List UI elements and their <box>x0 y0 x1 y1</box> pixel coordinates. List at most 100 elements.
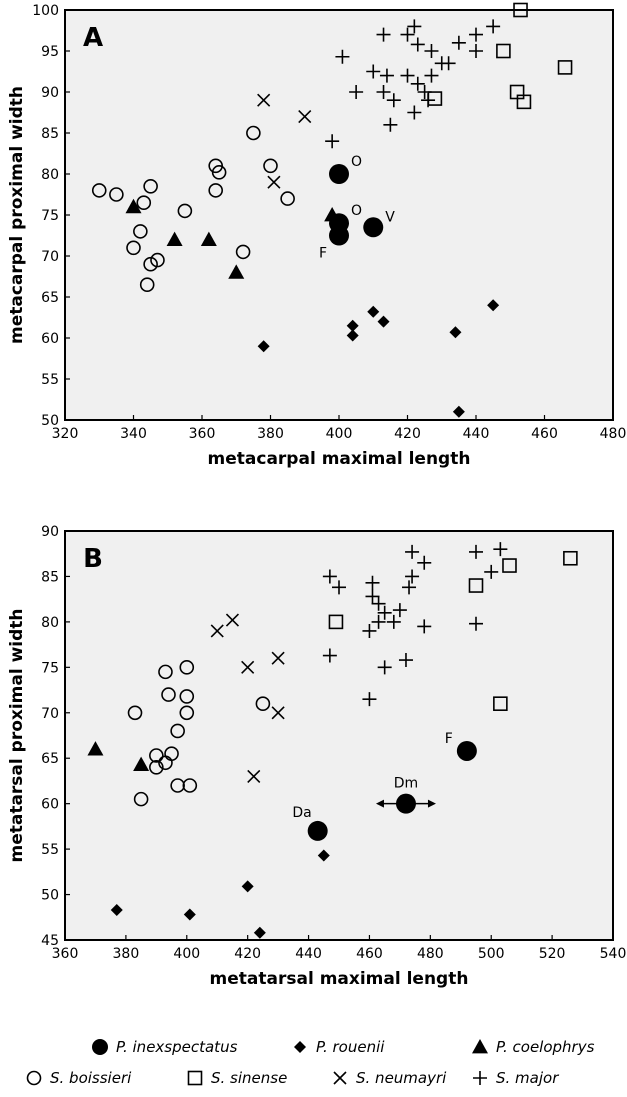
data-point <box>383 117 398 132</box>
data-point <box>263 158 278 174</box>
data-point <box>329 164 349 184</box>
x-axis-label: metatarsal maximal length <box>210 969 469 989</box>
data-point <box>400 68 415 83</box>
legend-item: S. boissieri <box>26 1069 132 1087</box>
series-s-neumayri <box>257 93 312 189</box>
data-point <box>271 651 285 665</box>
y-tick-label: 95 <box>41 44 59 60</box>
data-point <box>417 555 432 570</box>
data-point <box>362 623 377 638</box>
data-point <box>449 326 462 339</box>
x-axis-label: metacarpal maximal length <box>208 449 471 469</box>
legend-marker <box>26 1070 42 1086</box>
data-point <box>563 550 578 566</box>
legend-marker <box>333 1071 347 1085</box>
data-point <box>400 27 415 42</box>
data-point <box>365 589 380 604</box>
y-tick-label: 75 <box>41 660 59 676</box>
data-point <box>346 319 359 332</box>
data-point <box>486 19 501 34</box>
y-tick-label: 55 <box>41 842 59 858</box>
y-tick-label: 85 <box>41 569 59 585</box>
data-point <box>349 85 364 99</box>
data-point <box>493 542 508 557</box>
x-tick-label: 320 <box>52 426 79 442</box>
series-p-rouenii <box>110 849 330 939</box>
y-tick-label: 50 <box>41 413 59 429</box>
x-tick-label: 480 <box>417 946 444 962</box>
data-point <box>170 723 185 739</box>
series-p-coelophrys <box>125 198 341 279</box>
data-point <box>257 340 270 353</box>
series-s-boissieri <box>127 660 271 807</box>
data-point <box>182 778 198 793</box>
data-point <box>371 614 386 629</box>
range-arrow-left-head <box>375 799 384 808</box>
y-tick-label: 70 <box>41 249 59 265</box>
y-axis-label: metatarsal proximal width <box>7 608 27 862</box>
y-tick-label: 65 <box>41 290 59 306</box>
data-point <box>110 904 123 917</box>
data-point <box>170 778 185 793</box>
range-arrow-right-head <box>427 799 436 808</box>
point-annotation: F <box>319 246 327 262</box>
data-point <box>241 880 254 893</box>
y-tick-label: 80 <box>41 167 59 183</box>
y-tick-label: 60 <box>41 797 59 813</box>
data-point <box>328 614 344 630</box>
panel-label: B <box>83 544 103 574</box>
data-point <box>407 19 422 34</box>
legend-marker <box>187 1070 203 1086</box>
point-annotation: Dm <box>394 776 418 792</box>
series-s-major <box>325 19 501 149</box>
data-point <box>109 187 124 202</box>
data-point <box>365 575 380 590</box>
data-point <box>493 696 508 711</box>
legend-marker <box>472 1039 488 1054</box>
data-point <box>469 616 483 631</box>
point-annotation: V <box>385 209 395 225</box>
data-point <box>177 203 193 219</box>
data-point <box>267 175 281 189</box>
x-tick-label: 540 <box>600 946 627 962</box>
series-p-inexspectatus <box>329 164 384 246</box>
data-point <box>298 110 312 124</box>
data-point <box>456 740 477 761</box>
data-point <box>379 68 394 83</box>
data-point <box>346 329 359 342</box>
point-annotation: O <box>351 154 362 170</box>
data-point <box>398 653 413 668</box>
data-point <box>127 705 143 721</box>
data-point <box>183 908 196 921</box>
data-point <box>125 198 142 214</box>
data-point <box>235 244 251 260</box>
data-point <box>417 85 432 99</box>
legend-marker <box>473 1071 487 1085</box>
data-point <box>362 692 377 707</box>
legend-label: P. coelophrys <box>496 1038 595 1056</box>
data-point <box>255 696 271 711</box>
data-point <box>371 596 386 611</box>
legend-item: P. inexspectatus <box>92 1038 238 1056</box>
x-tick-label: 460 <box>356 946 383 962</box>
data-point <box>179 705 195 721</box>
series-s-neumayri <box>210 613 285 783</box>
x-tick-label: 440 <box>295 946 322 962</box>
data-point <box>161 687 176 702</box>
data-point <box>253 926 266 939</box>
data-point <box>377 605 392 620</box>
data-point <box>179 660 195 675</box>
data-point <box>324 207 341 222</box>
data-point <box>367 305 380 318</box>
data-point <box>247 769 261 783</box>
data-point <box>307 820 328 841</box>
data-point <box>386 93 401 108</box>
data-point <box>208 183 223 198</box>
data-point <box>133 791 149 807</box>
legend-label: S. major <box>496 1069 559 1087</box>
x-tick-label: 460 <box>531 426 558 442</box>
y-tick-label: 65 <box>41 751 59 767</box>
data-point <box>271 706 285 720</box>
x-tick-label: 380 <box>257 426 284 442</box>
